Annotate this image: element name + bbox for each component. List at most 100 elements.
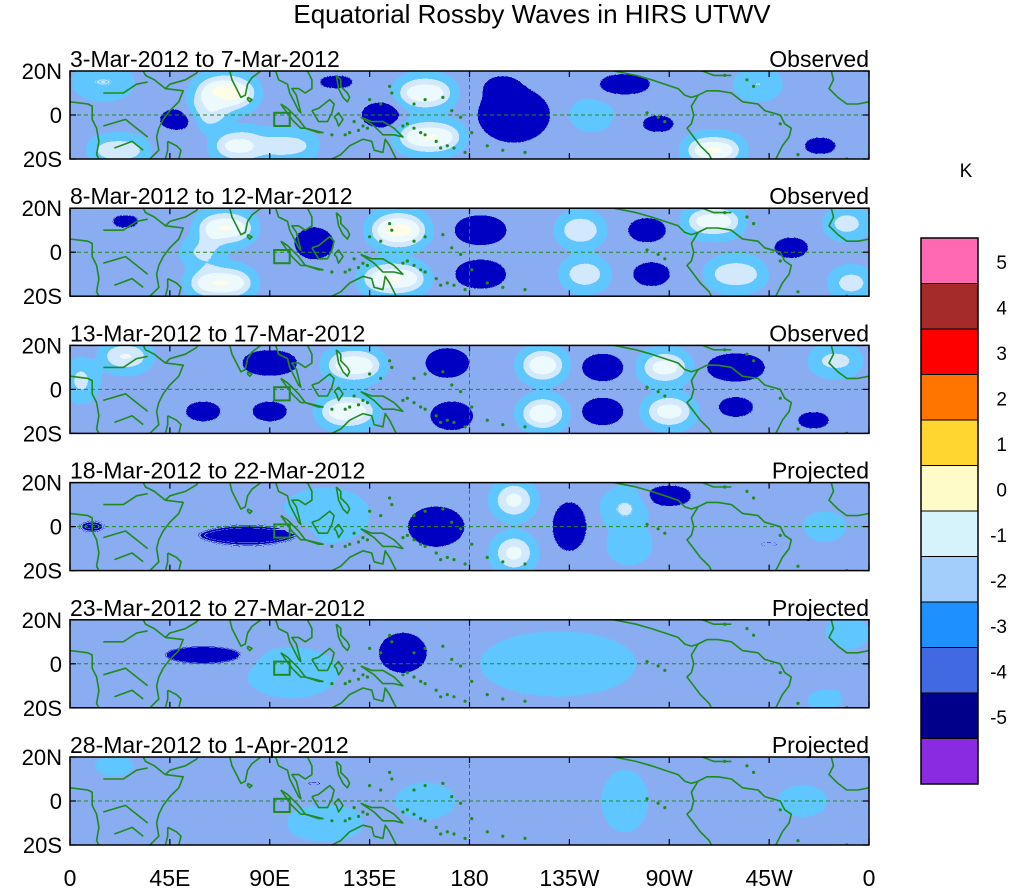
anomaly-blob-core (196, 102, 219, 120)
coastline (697, 227, 793, 297)
y-tick-label: 20N (22, 471, 62, 496)
island (356, 677, 361, 681)
coastline (227, 208, 263, 236)
island (745, 764, 749, 768)
anomaly-blob-core (790, 794, 815, 808)
island (348, 131, 352, 135)
island (470, 268, 474, 272)
coastline (164, 415, 182, 434)
x-tick-label: 45W (745, 865, 793, 890)
island (645, 797, 649, 801)
island (423, 98, 427, 102)
island (485, 281, 489, 285)
coastline (611, 71, 699, 99)
island (423, 544, 427, 549)
coastline (70, 512, 100, 571)
anomaly-blob-core (203, 275, 239, 291)
colorbar-swatch (920, 738, 979, 785)
anomaly-blob-core (752, 536, 787, 552)
island (423, 819, 427, 823)
panel: 20N 0 20S 23-Mar-2012 to 27-Mar-2012 Project… (22, 595, 870, 721)
anomaly-blob-core (94, 662, 134, 683)
y-tick-label: 20N (22, 59, 62, 84)
coastline (103, 630, 148, 643)
anomaly-blob-core (410, 85, 440, 101)
coastline (828, 71, 869, 105)
coastline (305, 813, 324, 820)
island (390, 777, 394, 781)
island (379, 514, 383, 518)
island (459, 390, 463, 394)
coastline (164, 552, 182, 571)
island (423, 270, 427, 274)
coastline (335, 760, 351, 789)
anomaly-blob-core (102, 760, 127, 771)
anomaly-blob-core (823, 354, 848, 367)
coastline (686, 369, 713, 434)
anomaly-blob-core (801, 414, 826, 427)
island (441, 644, 445, 648)
island (796, 427, 800, 431)
island (330, 544, 334, 549)
island (343, 544, 347, 549)
island (412, 514, 416, 518)
coastline (103, 218, 148, 231)
island (343, 407, 347, 411)
island (365, 263, 370, 267)
x-axis: 0 45E 90E 135E 180 135W 90W 45W 0 (64, 865, 876, 891)
island (463, 562, 467, 566)
coastline (114, 140, 144, 151)
coastline (305, 401, 324, 408)
island (439, 146, 443, 150)
y-tick-label: 20N (22, 608, 62, 633)
x-tick-label: 45E (149, 865, 190, 890)
panel-status: Observed (769, 320, 869, 346)
island (361, 673, 365, 677)
island (441, 95, 445, 99)
island (656, 664, 660, 668)
island (401, 124, 405, 128)
anomaly-blob-core (405, 788, 445, 814)
y-tick-label: 20N (22, 333, 62, 358)
island (778, 808, 782, 812)
island (361, 536, 365, 540)
coastline (360, 253, 404, 275)
island (663, 668, 667, 673)
island (751, 84, 756, 88)
anomaly-blob-core (569, 222, 592, 238)
coastline (70, 375, 100, 434)
island (368, 98, 372, 102)
island (439, 695, 443, 699)
island (485, 144, 489, 148)
anomaly-blob-core (590, 360, 615, 375)
island (352, 531, 356, 535)
island (439, 283, 443, 287)
island (419, 131, 423, 135)
island (368, 509, 372, 513)
coastline (103, 492, 148, 506)
coastline (164, 140, 182, 159)
anomaly-blob-core (645, 117, 671, 130)
island (412, 376, 416, 380)
island (501, 560, 505, 564)
island (470, 131, 474, 135)
island (745, 352, 749, 356)
coastline (828, 345, 869, 380)
island (723, 759, 727, 764)
anomaly-blob-core (780, 651, 825, 676)
island (388, 633, 392, 637)
x-tick-label: 90W (646, 865, 694, 890)
island (751, 770, 756, 775)
island (450, 657, 454, 662)
colorbar-frame (920, 237, 979, 785)
anomaly-blob-core (814, 694, 835, 704)
island (390, 91, 394, 95)
coastline (114, 415, 144, 426)
coastline (88, 208, 184, 297)
island (523, 288, 527, 292)
coastline (164, 757, 199, 776)
island (330, 819, 334, 823)
island (645, 385, 649, 389)
y-tick-label: 20S (23, 833, 62, 858)
